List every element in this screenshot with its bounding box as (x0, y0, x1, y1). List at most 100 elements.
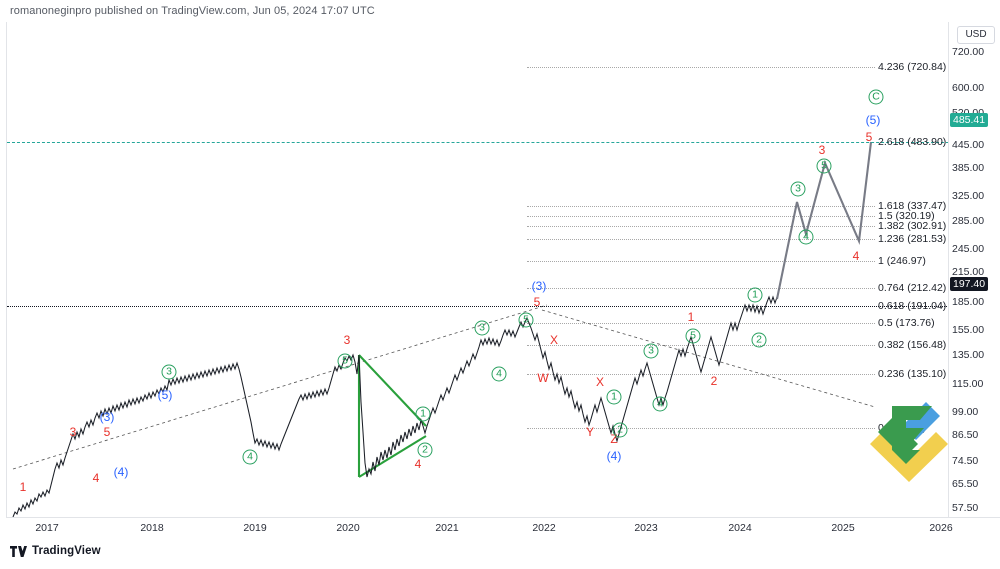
wave-label-1-0: 1 (19, 480, 27, 494)
wave-label-4-14: 4 (414, 457, 422, 471)
wave-label-C-42: C (868, 89, 884, 105)
downtrend-line (541, 309, 876, 408)
price-badge-black[interactable]: 197.40 (950, 277, 989, 291)
fib-label-1.5: 1.5 (320.19) (878, 210, 935, 222)
wave-label-3-15: 3 (474, 320, 490, 336)
price-history-line (12, 295, 778, 517)
publish-info: romanoneginpro published on TradingView.… (10, 5, 375, 17)
wave-label-5-30: 5 (685, 328, 701, 344)
current-price-line (7, 306, 949, 307)
date-tick-2024: 2024 (728, 522, 752, 534)
wave-label-4-39: 4 (852, 249, 860, 263)
litefinance-logo (866, 400, 948, 482)
price-tick-16: 65.50 (952, 478, 979, 490)
fib-line-1.5 (527, 216, 875, 217)
fib-label-1.236: 1.236 (281.53) (878, 233, 947, 245)
date-tick-2023: 2023 (634, 522, 658, 534)
wave-label-X-20: X (549, 333, 559, 347)
logo-yellow-chevron (870, 432, 948, 482)
uptrend-line (12, 304, 548, 470)
wave-label-5-17: 5 (518, 312, 534, 328)
date-tick-2019: 2019 (243, 522, 267, 534)
price-tick-8: 215.00 (952, 266, 985, 278)
price-tick-9: 185.00 (952, 296, 985, 308)
fib-line-0 (527, 428, 875, 429)
price-tick-4: 385.00 (952, 162, 985, 174)
tradingview-brand: TradingView (32, 545, 101, 557)
wave-label-W-21: W (537, 371, 549, 385)
fib-line-1.618 (527, 206, 875, 207)
price-tick-10: 155.00 (952, 324, 985, 336)
wave-label-2-33: 2 (751, 332, 767, 348)
wave-label-5-11: 5 (337, 353, 353, 369)
wave-label-4-6: (4) (113, 465, 129, 479)
currency-label[interactable]: USD (957, 26, 995, 44)
date-tick-2025: 2025 (831, 522, 855, 534)
wave-label-1-31: 1 (687, 310, 695, 324)
fib-label-1.618: 1.618 (337.47) (878, 200, 947, 212)
fib-label-1: 1 (246.97) (878, 255, 926, 267)
fib-label-0.382: 0.382 (156.48) (878, 339, 947, 351)
wave-label-3-35: 3 (790, 181, 806, 197)
wave-label-2-13: 2 (417, 442, 433, 458)
target-price-line (7, 142, 949, 143)
fib-line-1 (527, 261, 875, 262)
fib-label-4.236: 4.236 (720.84) (878, 61, 947, 73)
logo-green-chevron (878, 418, 918, 458)
price-tick-11: 135.00 (952, 349, 985, 361)
price-tick-1: 600.00 (952, 82, 985, 94)
tradingview-footer: TradingView (10, 545, 101, 557)
fib-line-1.236 (527, 239, 875, 240)
price-tick-7: 245.00 (952, 243, 985, 255)
date-tick-2026: 2026 (929, 522, 953, 534)
price-tick-14: 86.50 (952, 429, 979, 441)
fib-line-0.382 (527, 345, 875, 346)
price-tick-13: 99.00 (952, 406, 979, 418)
fib-label-0.5: 0.5 (173.76) (878, 317, 935, 329)
wave-label-1-12: 1 (415, 406, 431, 422)
wave-label-5-41: (5) (865, 113, 881, 127)
date-tick-2017: 2017 (35, 522, 59, 534)
price-badge-green[interactable]: 485.41 (950, 113, 989, 127)
wave-label-4-3: 4 (92, 471, 100, 485)
wave-label-4-9: 4 (242, 449, 258, 465)
price-tick-6: 285.00 (952, 215, 985, 227)
wave-label-4-25: (4) (606, 449, 622, 463)
wave-label-5-37: 5 (816, 158, 832, 174)
wave-label-3-5: (3) (99, 410, 115, 424)
fib-line-0.5 (527, 323, 875, 324)
fib-label-0.764: 0.764 (212.42) (878, 282, 947, 294)
price-tick-0: 720.00 (952, 46, 985, 58)
date-tick-2020: 2020 (336, 522, 360, 534)
fib-label-1.382: 1.382 (302.91) (878, 220, 947, 232)
tradingview-logo-icon (10, 545, 27, 557)
chart-plot-area[interactable]: 12345(3)(4)(5)34351243455(3)XWXYZ(4)1234… (6, 22, 949, 533)
wave-label-X-22: X (595, 375, 605, 389)
wave-label-2-27: 2 (612, 422, 628, 438)
price-tick-12: 115.00 (952, 378, 984, 390)
wave-label-2-32: 2 (710, 374, 718, 388)
fib-line-0.764 (527, 288, 875, 289)
wave-label-3-8: 3 (161, 364, 177, 380)
wave-label-3-38: 3 (818, 143, 826, 157)
price-tick-15: 74.50 (952, 455, 979, 467)
time-axis[interactable] (6, 517, 1000, 540)
wave-label-5-18: 5 (533, 295, 541, 309)
wave-label-3-10: 3 (343, 333, 351, 347)
wave-label-5-40: 5 (865, 130, 873, 144)
fib-line-0.236 (527, 374, 875, 375)
price-series-svg (12, 141, 876, 517)
wave-label-3-28: 3 (643, 343, 659, 359)
wave-label-1-26: 1 (606, 389, 622, 405)
wave-label-4-29: 4 (652, 396, 668, 412)
fib-label-2.618: 2.618 (483.90) (878, 136, 947, 148)
wave-channel-triangle (357, 354, 427, 478)
price-tick-5: 325.00 (952, 190, 985, 202)
wave-label-Z-24: Z (610, 432, 618, 446)
wave-label-Y-23: Y (585, 425, 595, 439)
price-axis[interactable] (948, 22, 1000, 517)
wave-label-5-4: 5 (103, 425, 111, 439)
date-tick-2021: 2021 (435, 522, 459, 534)
fib-label-0.618: 0.618 (191.04) (878, 300, 947, 312)
